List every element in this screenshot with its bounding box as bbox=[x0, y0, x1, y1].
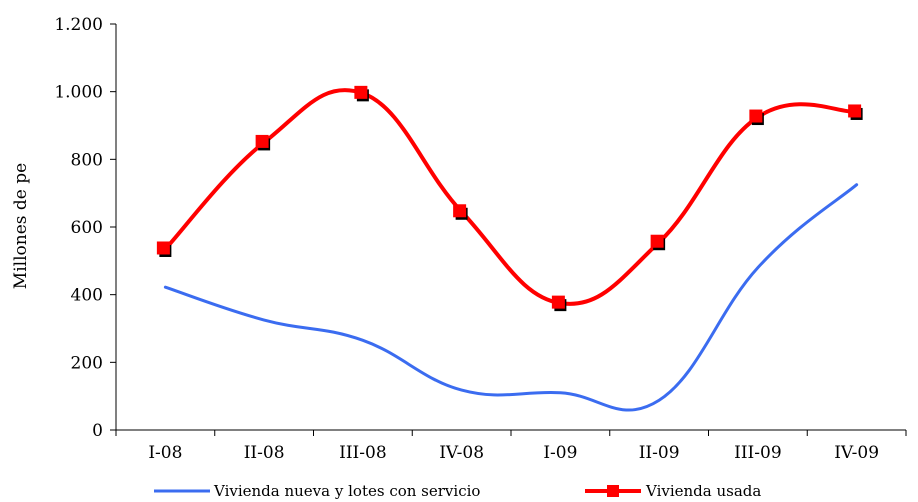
x-axis-ticks: I-08 II-08 III-08 IV-08 I-09 II-09 III-09 IV-09 bbox=[115, 430, 907, 463]
y-tick-label: 1.200 bbox=[54, 15, 103, 35]
data-point-marker bbox=[453, 204, 468, 220]
y-tick-label: 800 bbox=[71, 150, 103, 170]
data-point-marker bbox=[848, 104, 863, 120]
x-tick-label: III-09 bbox=[734, 443, 782, 463]
x-tick-label: I-08 bbox=[148, 443, 182, 463]
data-point-marker bbox=[650, 234, 666, 251]
data-point-marker bbox=[749, 109, 764, 126]
series-markers bbox=[156, 85, 863, 312]
x-tick-label: II-08 bbox=[244, 443, 285, 463]
x-tick-label: III-08 bbox=[339, 443, 387, 463]
data-point-marker bbox=[354, 85, 369, 102]
data-point-marker bbox=[156, 241, 172, 257]
series-line-vivienda-nueva bbox=[163, 183, 859, 412]
y-tick-label: 1.000 bbox=[54, 83, 103, 103]
legend: Vivienda nueva y lotes con servicio Vivie… bbox=[154, 482, 761, 500]
legend-label: Vivienda usada bbox=[645, 482, 761, 500]
legend-marker bbox=[607, 485, 619, 497]
legend-item: Vivienda usada bbox=[585, 482, 761, 500]
x-tick-label: IV-08 bbox=[439, 443, 484, 463]
data-point-marker bbox=[551, 295, 567, 312]
x-tick-label: IV-09 bbox=[834, 443, 879, 463]
x-tick-label: I-09 bbox=[543, 443, 577, 463]
y-axis-ticks: 0 200 400 600 800 1.000 1.200 bbox=[54, 15, 116, 441]
y-tick-label: 600 bbox=[71, 218, 103, 238]
x-tick-label: II-09 bbox=[639, 443, 680, 463]
series-line-vivienda-usada bbox=[163, 88, 859, 306]
y-axis-title: Millones de pe bbox=[11, 163, 31, 289]
y-tick-label: 200 bbox=[71, 353, 103, 373]
y-tick-label: 400 bbox=[71, 286, 103, 306]
legend-item: Vivienda nueva y lotes con servicio bbox=[154, 482, 480, 500]
y-tick-label: 0 bbox=[92, 421, 103, 441]
data-point-marker bbox=[255, 134, 271, 151]
series-lines bbox=[163, 88, 859, 412]
legend-label: Vivienda nueva y lotes con servicio bbox=[213, 482, 480, 500]
